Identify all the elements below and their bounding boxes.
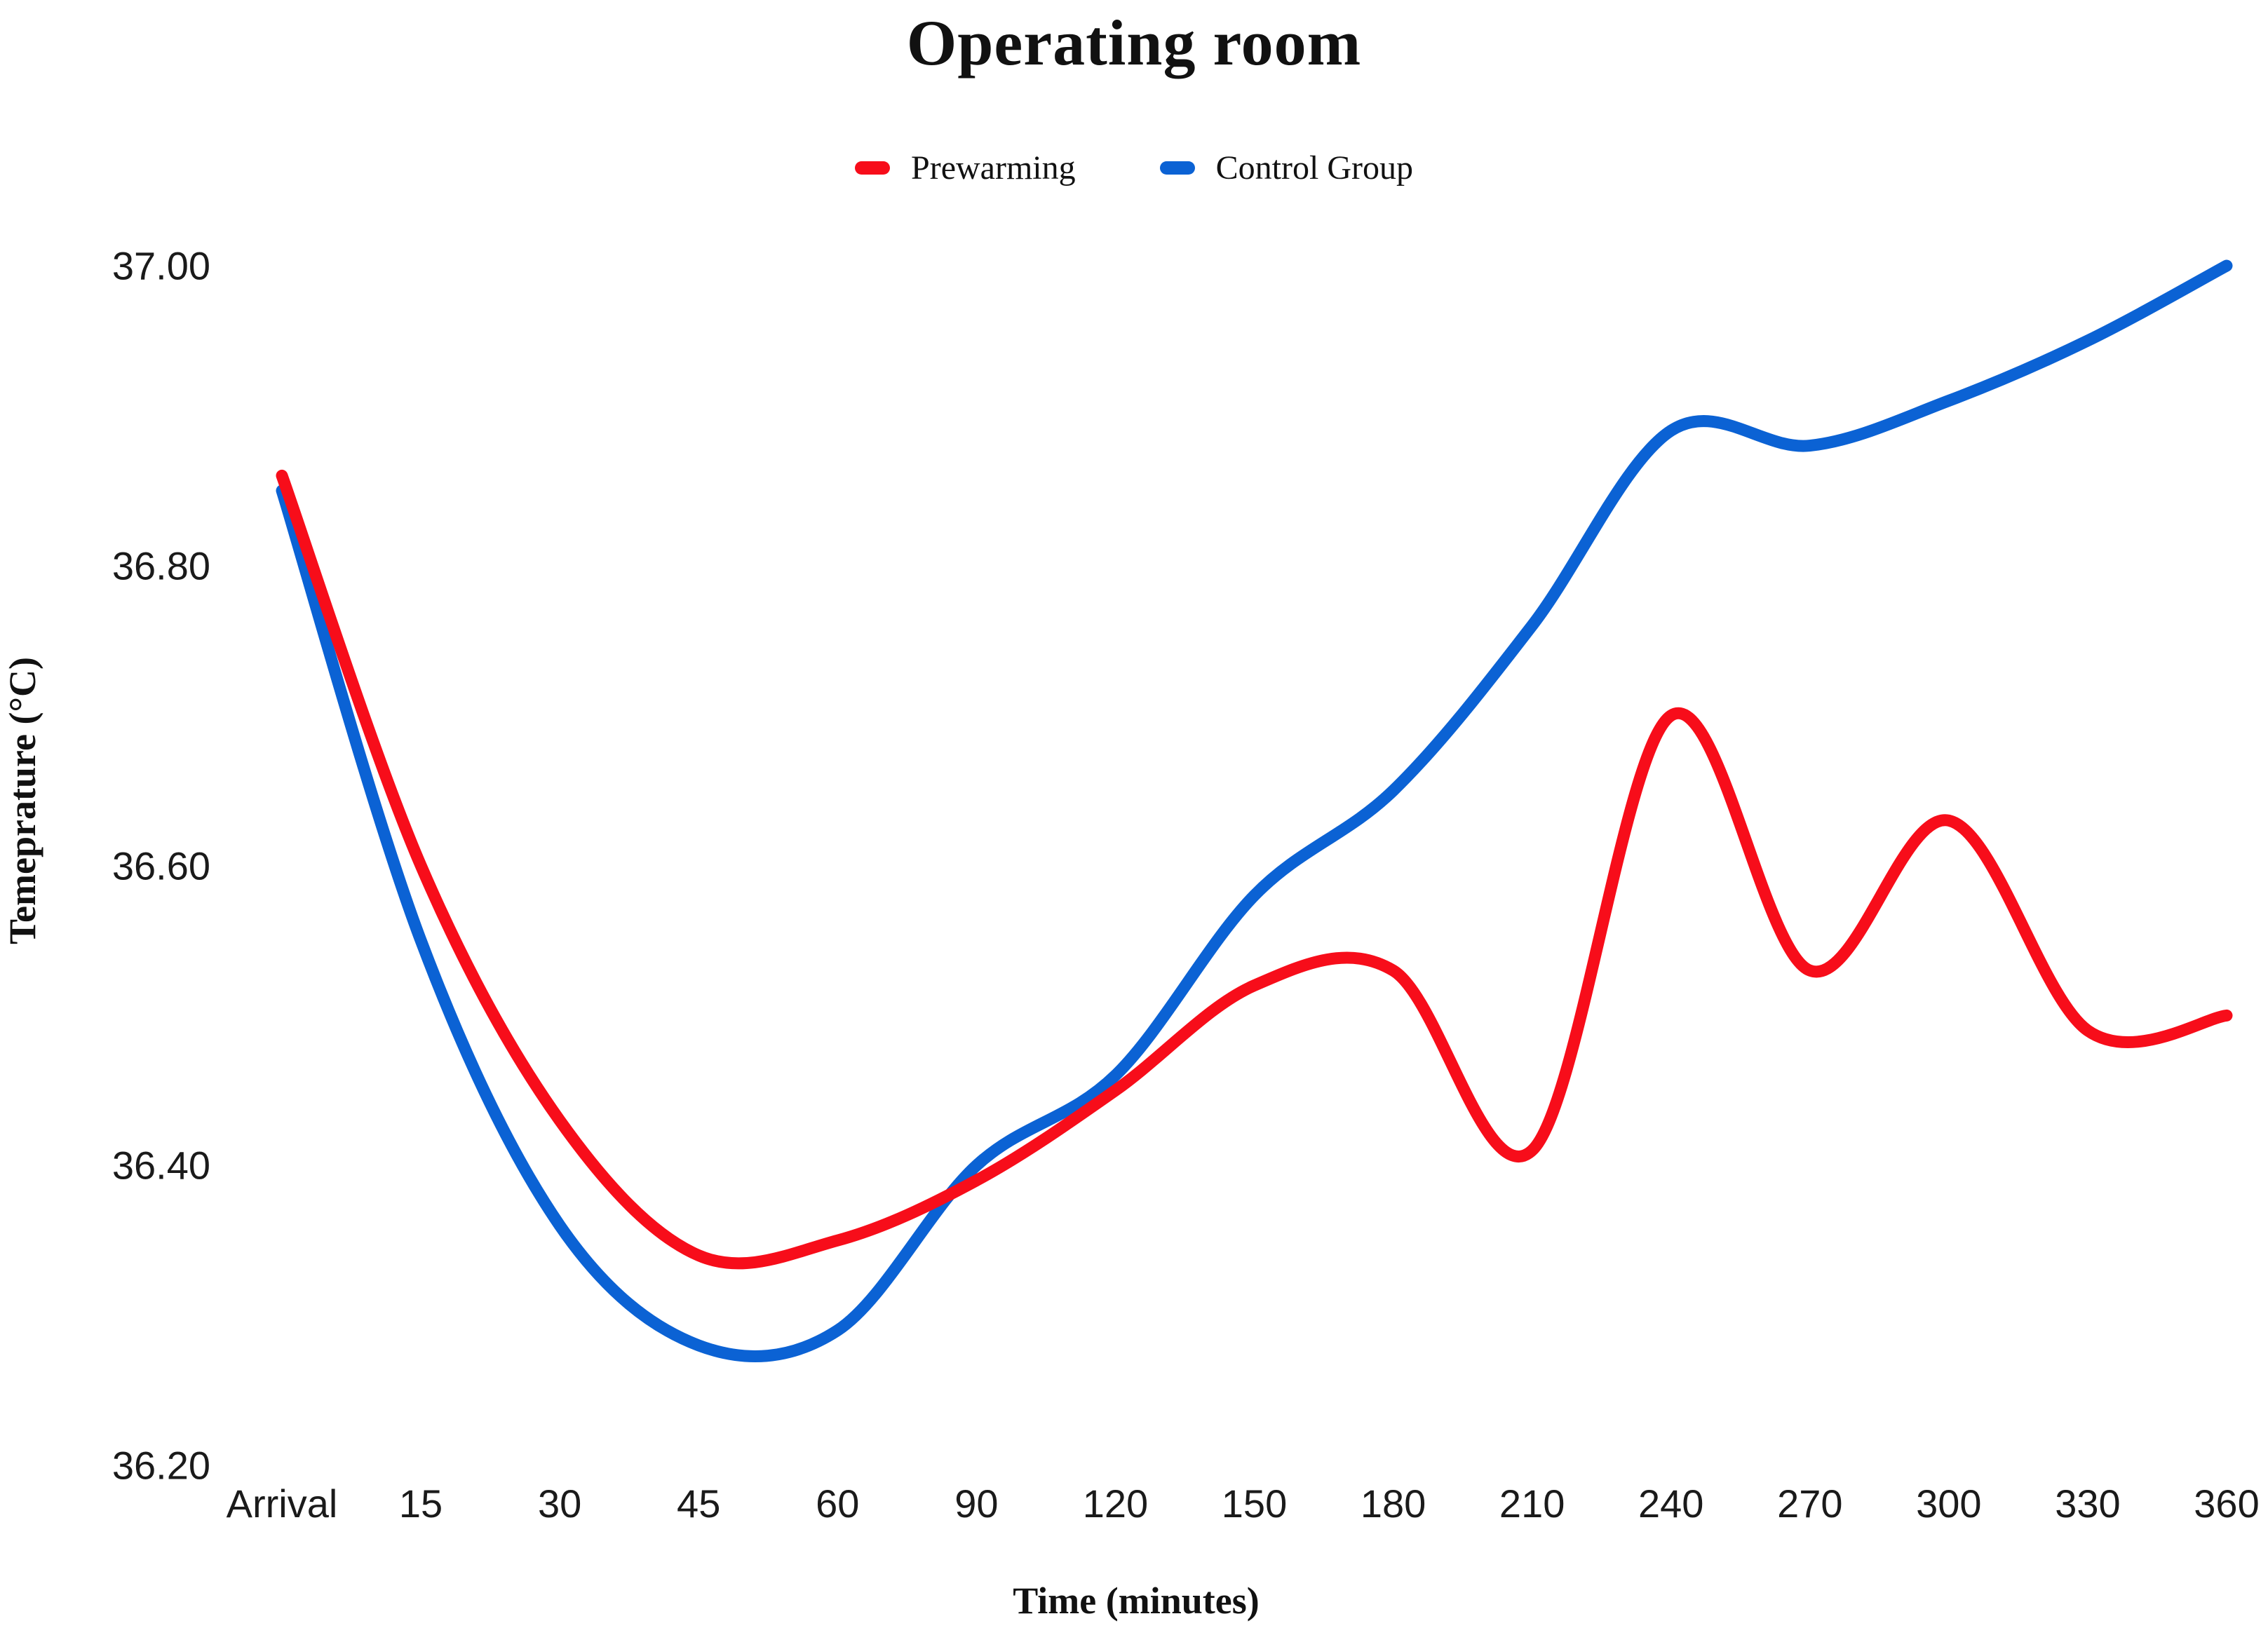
x-tick-label: 210 bbox=[1499, 1481, 1565, 1526]
legend-item-prewarming: Prewarming bbox=[855, 149, 1076, 187]
x-tick-label: 120 bbox=[1082, 1481, 1149, 1526]
y-tick-label: 36.40 bbox=[112, 1143, 210, 1188]
control-group-curve bbox=[276, 259, 2233, 1362]
legend-label-control-group: Control Group bbox=[1215, 149, 1413, 186]
x-tick-label: 300 bbox=[1916, 1481, 1982, 1526]
x-tick-label: 90 bbox=[954, 1481, 999, 1526]
y-tick-label: 36.60 bbox=[112, 843, 210, 888]
y-tick-label: 36.20 bbox=[112, 1443, 210, 1488]
legend-item-control-group: Control Group bbox=[1159, 149, 1413, 187]
x-tick-label: 150 bbox=[1221, 1481, 1288, 1526]
x-axis-title: Time (minutes) bbox=[1013, 1580, 1260, 1622]
chart-title: Operating room bbox=[906, 7, 1362, 79]
prewarming-line-swatch-icon bbox=[855, 161, 891, 175]
x-tick-label: 270 bbox=[1777, 1481, 1843, 1526]
prewarming-curve bbox=[276, 469, 2233, 1270]
x-tick-label: Arrival bbox=[226, 1481, 338, 1526]
legend: Prewarming Control Group bbox=[0, 149, 2268, 187]
x-tick-label: 60 bbox=[816, 1481, 860, 1526]
x-tick-label: 15 bbox=[398, 1481, 443, 1526]
legend-label-prewarming: Prewarming bbox=[911, 149, 1076, 186]
x-tick-label: 330 bbox=[2055, 1481, 2121, 1526]
y-tick-label: 36.80 bbox=[112, 543, 210, 588]
x-tick-label: 360 bbox=[2194, 1481, 2260, 1526]
control-group-line-swatch-icon bbox=[1159, 161, 1195, 175]
x-tick-label: 45 bbox=[677, 1481, 721, 1526]
y-tick-label: 37.00 bbox=[112, 243, 210, 288]
x-tick-label: 240 bbox=[1638, 1481, 1704, 1526]
x-tick-label: 180 bbox=[1360, 1481, 1426, 1526]
x-tick-label: 30 bbox=[537, 1481, 582, 1526]
